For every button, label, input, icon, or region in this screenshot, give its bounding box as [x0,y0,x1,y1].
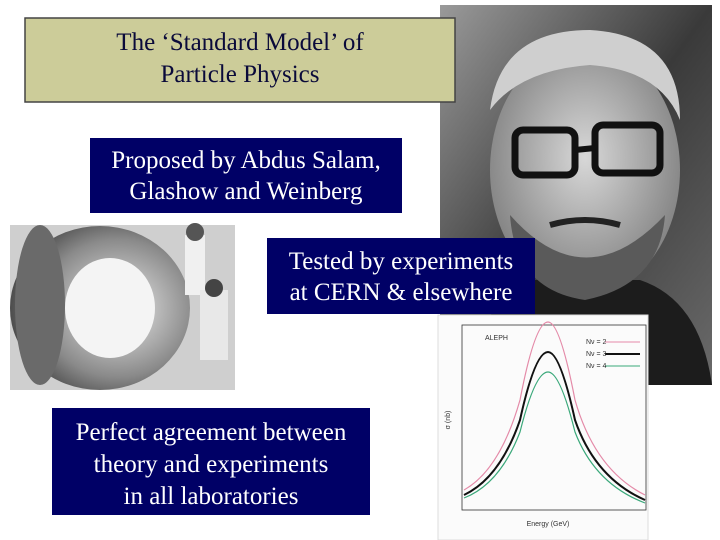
box-line: Proposed by Abdus Salam, [111,147,380,174]
plot-legend: Nν = 4 [586,363,607,370]
text-box [90,138,402,213]
plot-x-label: Energy (GeV) [527,521,570,528]
plot-experiment: ALEPH [485,335,508,342]
plot-y-label: σ (nb) [445,411,452,430]
accelerator-photo [10,223,235,390]
text-box [267,238,535,314]
box-line: theory and experiments [94,451,329,478]
plot-legend: Nν = 3 [586,351,607,358]
box-line: Glashow and Weinberg [129,178,363,205]
portrait-photo [440,5,712,385]
title-box [24,17,456,103]
plot-legend: Nν = 2 [586,339,607,346]
title-line: Particle Physics [160,61,319,88]
text-box [52,408,370,515]
box-line: Perfect agreement between [76,419,347,446]
box-line: at CERN & elsewhere [290,279,513,306]
title-line: The ‘Standard Model’ of [116,29,364,56]
plot-image [437,314,649,540]
box-line: in all laboratories [124,483,299,510]
box-line: Tested by experiments [289,248,514,275]
